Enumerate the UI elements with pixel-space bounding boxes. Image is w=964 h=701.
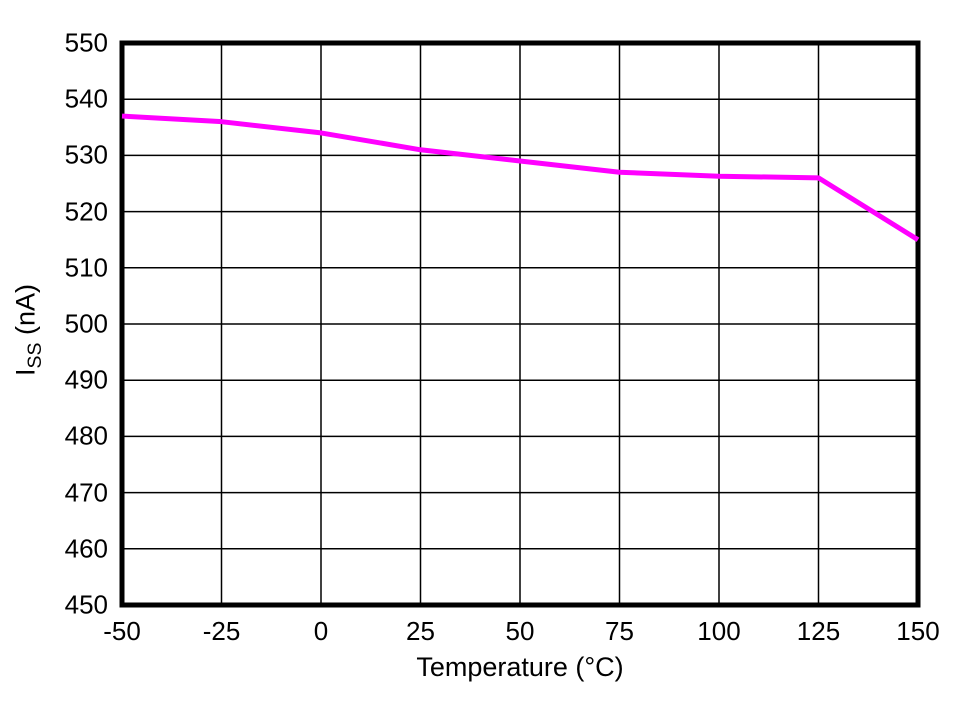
- x-tick-label: 100: [697, 616, 741, 646]
- data-line-iss: [121, 113, 920, 242]
- x-axis-title: Temperature (°C): [416, 652, 624, 682]
- y-tick-label: 550: [64, 27, 108, 58]
- y-axis-title-subscript: SS: [23, 342, 46, 369]
- y-tick-label: 460: [64, 533, 108, 564]
- y-axis-title-unit: (nA): [10, 284, 41, 343]
- x-tick-label: 75: [605, 616, 634, 646]
- y-tick-label: 510: [64, 252, 108, 283]
- plot-border: [119, 40, 921, 608]
- x-tick-label: -25: [202, 616, 241, 646]
- y-tick-label: 470: [64, 477, 108, 508]
- x-tick-label: 25: [406, 616, 435, 646]
- y-tick-label: 500: [64, 308, 108, 339]
- x-tick-label: 0: [313, 616, 329, 646]
- x-tick-label: 50: [505, 616, 535, 646]
- y-tick-label: 480: [64, 421, 108, 452]
- y-tick-label: 530: [64, 140, 108, 171]
- y-axis-title: ISS (nA): [10, 284, 46, 376]
- x-tick-label: 125: [796, 616, 841, 646]
- x-tick-label: 150: [896, 616, 940, 646]
- x-tick-label: -50: [103, 616, 141, 646]
- y-tick-label: 450: [64, 589, 108, 620]
- y-tick-label: 540: [64, 83, 108, 114]
- y-tick-label: 490: [64, 364, 108, 395]
- y-axis-title-symbol: I: [10, 368, 41, 376]
- y-tick-label: 520: [64, 196, 108, 227]
